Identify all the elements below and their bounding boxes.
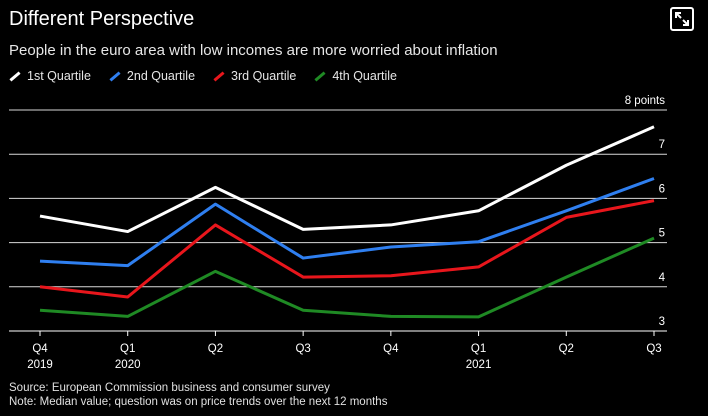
y-tick-label: 4: [659, 272, 666, 284]
x-tick-label: Q1: [471, 343, 486, 355]
x-tick-label: Q3: [646, 343, 661, 355]
x-tick-year-label: 2020: [115, 359, 141, 371]
y-tick-label: 6: [659, 183, 665, 195]
legend-item-4: 4th Quartile: [314, 69, 397, 83]
chart-title: Different Perspective: [9, 8, 195, 30]
x-tick-label: Q4: [383, 343, 399, 355]
legend-label: 1st Quartile: [27, 69, 91, 83]
y-tick-label: 3: [659, 316, 665, 328]
y-tick-label: 5: [659, 228, 665, 240]
legend-item-1: 1st Quartile: [9, 69, 91, 83]
series-line-1: [39, 125, 655, 234]
x-tick-label: Q2: [559, 343, 574, 355]
source-note: Source: European Commission business and…: [9, 382, 330, 394]
legend-item-2: 2nd Quartile: [109, 69, 195, 83]
x-tick-year-label: 2021: [466, 359, 492, 371]
chart-subtitle: People in the euro area with low incomes…: [9, 42, 498, 59]
chart-legend: 1st Quartile 2nd Quartile 3rd Quartile 4…: [9, 69, 397, 83]
legend-label: 4th Quartile: [332, 69, 397, 83]
legend-item-3: 3rd Quartile: [213, 69, 296, 83]
series-line-2: [39, 177, 655, 268]
expand-button[interactable]: [670, 7, 694, 31]
method-note: Note: Median value; question was on pric…: [9, 396, 388, 408]
x-tick-label: Q4: [32, 343, 48, 355]
y-tick-label: 8 points: [625, 95, 666, 107]
legend-label: 2nd Quartile: [126, 69, 196, 83]
x-tick-label: Q3: [295, 343, 310, 355]
x-tick-year-label: 2019: [27, 359, 53, 371]
x-tick-label: Q2: [208, 343, 223, 355]
x-tick-label: Q1: [120, 343, 135, 355]
series-line-4: [39, 236, 655, 319]
series-line-3: [39, 199, 655, 299]
legend-label: 3rd Quartile: [231, 69, 297, 83]
y-tick-label: 7: [659, 139, 665, 151]
chart-footer: Source: European Commission business and…: [9, 381, 387, 409]
expand-icon: [675, 12, 689, 26]
